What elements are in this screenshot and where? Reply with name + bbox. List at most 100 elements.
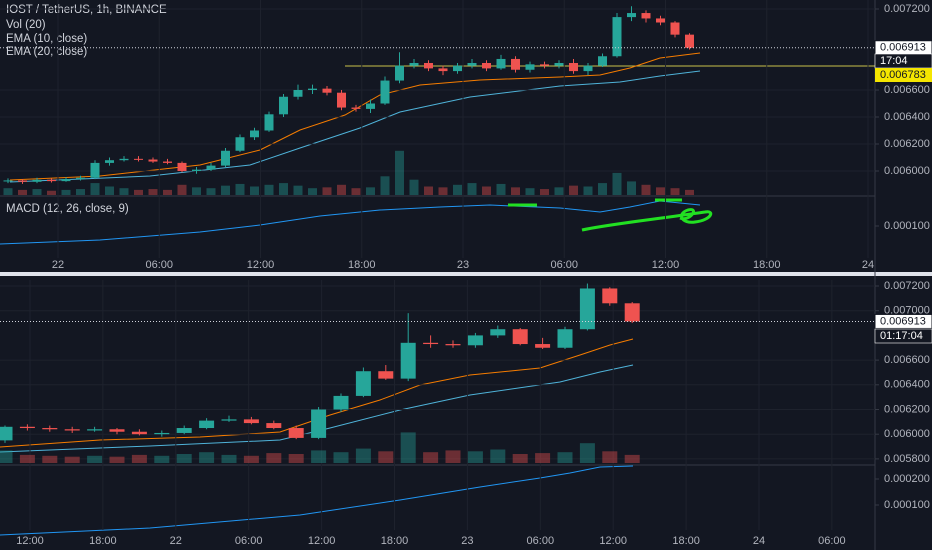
volume-bar bbox=[627, 181, 636, 195]
candle-body bbox=[322, 88, 332, 93]
volume-bar bbox=[311, 450, 327, 463]
candle-body bbox=[656, 18, 665, 23]
volume-bar bbox=[90, 183, 100, 195]
volume-bar bbox=[243, 455, 259, 463]
countdown-label: 17:04 bbox=[880, 55, 908, 67]
volume-bar bbox=[76, 189, 85, 195]
time-label: 06:00 bbox=[818, 535, 846, 547]
volume-bar bbox=[199, 452, 215, 463]
volume-bar bbox=[206, 188, 216, 195]
candle-body bbox=[311, 409, 327, 438]
volume-bar bbox=[445, 450, 461, 463]
volume-bar bbox=[0, 450, 13, 463]
candle-body bbox=[109, 429, 125, 432]
volume-bar bbox=[64, 456, 80, 463]
candle-body bbox=[61, 179, 71, 182]
volume-bar bbox=[624, 454, 640, 463]
candle-body bbox=[199, 420, 215, 429]
volume-bar bbox=[148, 189, 158, 195]
candle-body bbox=[511, 58, 520, 70]
volume-bar bbox=[250, 186, 259, 195]
time-label: 24 bbox=[862, 259, 874, 271]
volume-bar bbox=[467, 183, 477, 195]
macd-line bbox=[0, 200, 701, 245]
volume-bar bbox=[192, 187, 201, 195]
volume-bar bbox=[511, 187, 520, 195]
macd-tick-label: 0.000200 bbox=[884, 473, 930, 485]
time-label: 12:00 bbox=[652, 259, 680, 271]
volume-bar bbox=[656, 187, 665, 195]
volume-bar bbox=[351, 188, 361, 195]
volume-bar bbox=[490, 449, 506, 463]
volume-bar bbox=[154, 455, 170, 463]
candle-body bbox=[235, 137, 245, 151]
volume-bar bbox=[512, 454, 528, 463]
volume-bar bbox=[602, 451, 618, 463]
candle-body bbox=[176, 428, 192, 433]
volume-bar bbox=[163, 189, 172, 195]
candle-body bbox=[221, 419, 237, 421]
volume-bar bbox=[400, 432, 416, 463]
candle-body bbox=[264, 114, 274, 131]
price-tick-label: 0.006600 bbox=[884, 84, 930, 96]
volume-bar bbox=[235, 183, 245, 195]
candle-body bbox=[583, 65, 593, 72]
price-tick-label: 0.007000 bbox=[884, 305, 930, 317]
volume-bar bbox=[557, 452, 573, 463]
volume-bar bbox=[670, 188, 680, 195]
candle-body bbox=[250, 130, 259, 138]
candle-body bbox=[119, 158, 129, 161]
price-tick-label: 0.007200 bbox=[884, 280, 930, 292]
ema-price-box bbox=[875, 68, 932, 82]
volume-bar bbox=[612, 172, 622, 195]
price-tick-label: 0.006000 bbox=[884, 165, 930, 177]
price-tick-label: 0.006400 bbox=[884, 111, 930, 123]
candle-body bbox=[569, 63, 578, 72]
volume-bar bbox=[378, 451, 394, 463]
volume-bar bbox=[105, 186, 114, 195]
time-label: 18:00 bbox=[348, 259, 376, 271]
volume-bar bbox=[395, 150, 404, 195]
volume-bar bbox=[685, 189, 694, 195]
candle-body bbox=[554, 63, 564, 66]
volume-bar bbox=[322, 187, 332, 195]
candle-body bbox=[395, 65, 404, 81]
volume-bar bbox=[18, 189, 27, 195]
volume-bar bbox=[583, 186, 593, 195]
candle-body bbox=[32, 179, 42, 182]
macd-line bbox=[0, 465, 634, 536]
candle-body bbox=[206, 165, 216, 170]
candle-body bbox=[76, 177, 85, 180]
volume-bar bbox=[569, 185, 578, 195]
candle-body bbox=[378, 371, 394, 379]
volume-bar bbox=[579, 443, 595, 463]
volume-bar bbox=[423, 452, 439, 463]
candle-body bbox=[627, 13, 636, 18]
volume-bar bbox=[3, 188, 13, 195]
indicator-label: EMA (10, close) bbox=[6, 33, 87, 45]
candle-body bbox=[337, 92, 346, 108]
price-tick-label: 0.006200 bbox=[884, 138, 930, 150]
candle-body bbox=[221, 150, 230, 166]
candle-body bbox=[0, 426, 13, 441]
candle-body bbox=[279, 96, 288, 115]
candle-body bbox=[134, 158, 143, 160]
candle-body bbox=[87, 429, 103, 431]
countdown-label: 01:17:04 bbox=[880, 330, 923, 342]
candle-body bbox=[467, 335, 483, 346]
candle-body bbox=[90, 162, 100, 178]
candle-body bbox=[266, 423, 282, 429]
candle-body bbox=[64, 429, 80, 431]
time-label: 23 bbox=[461, 535, 473, 547]
candle-body bbox=[131, 431, 147, 435]
ema-20 bbox=[9, 70, 701, 183]
candle-body bbox=[19, 426, 35, 429]
candle-body bbox=[490, 329, 506, 336]
candle-body bbox=[293, 90, 303, 97]
volume-bar bbox=[355, 448, 371, 463]
ema-price-label: 0.006783 bbox=[880, 69, 926, 81]
candle-body bbox=[400, 342, 416, 379]
time-label: 18:00 bbox=[381, 535, 409, 547]
volume-bar bbox=[87, 455, 103, 463]
